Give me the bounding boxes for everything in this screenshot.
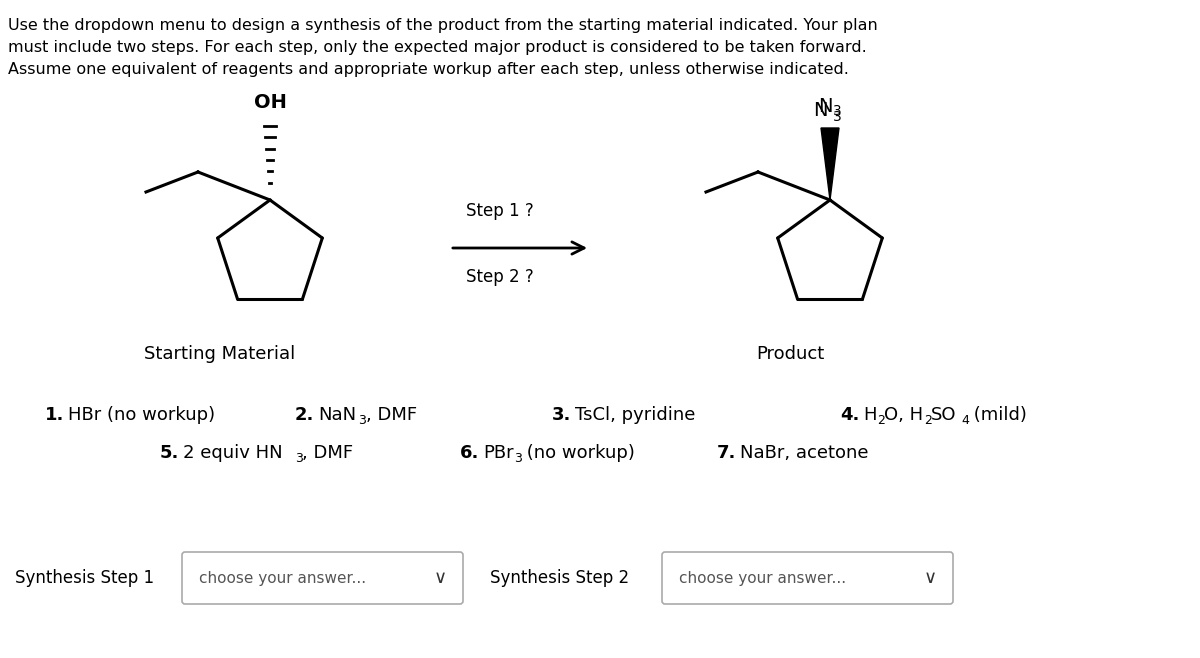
Text: 7.: 7.	[718, 444, 737, 462]
Text: 2.: 2.	[295, 406, 314, 424]
Text: 4: 4	[961, 413, 968, 426]
Text: SO: SO	[931, 406, 956, 424]
Text: Product: Product	[756, 345, 824, 363]
Text: 3: 3	[833, 110, 841, 124]
Text: 2 equiv HN: 2 equiv HN	[182, 444, 283, 462]
Text: 3: 3	[295, 451, 302, 465]
Text: O, H: O, H	[884, 406, 923, 424]
Text: 3: 3	[358, 413, 366, 426]
Text: choose your answer...: choose your answer...	[679, 570, 846, 586]
Text: H: H	[863, 406, 876, 424]
Text: , DMF: , DMF	[302, 444, 353, 462]
Text: (mild): (mild)	[968, 406, 1027, 424]
FancyBboxPatch shape	[182, 552, 463, 604]
Text: 2: 2	[877, 413, 884, 426]
Polygon shape	[821, 128, 839, 200]
Text: 3: 3	[514, 451, 522, 465]
Text: , DMF: , DMF	[366, 406, 418, 424]
Text: must include two steps. For each step, only the expected major product is consid: must include two steps. For each step, o…	[8, 40, 866, 55]
Text: 2: 2	[924, 413, 932, 426]
Text: Step 1 ?: Step 1 ?	[466, 202, 534, 220]
Text: Step 2 ?: Step 2 ?	[466, 268, 534, 286]
Text: Synthesis Step 2: Synthesis Step 2	[490, 569, 629, 587]
Text: ∨: ∨	[924, 569, 936, 587]
Text: choose your answer...: choose your answer...	[199, 570, 366, 586]
Text: 1.: 1.	[46, 406, 65, 424]
Text: 3.: 3.	[552, 406, 571, 424]
Text: NaN: NaN	[318, 406, 356, 424]
Text: 5.: 5.	[160, 444, 179, 462]
Text: (no workup): (no workup)	[521, 444, 635, 462]
Text: OH: OH	[253, 93, 287, 112]
Text: 4.: 4.	[840, 406, 859, 424]
Text: Assume one equivalent of reagents and appropriate workup after each step, unless: Assume one equivalent of reagents and ap…	[8, 62, 848, 77]
Text: Use the dropdown menu to design a synthesis of the product from the starting mat: Use the dropdown menu to design a synthe…	[8, 18, 877, 33]
Text: ∨: ∨	[433, 569, 446, 587]
Text: Synthesis Step 1: Synthesis Step 1	[14, 569, 154, 587]
Text: N$_3$: N$_3$	[818, 97, 842, 118]
FancyBboxPatch shape	[662, 552, 953, 604]
Text: HBr (no workup): HBr (no workup)	[68, 406, 215, 424]
Text: TsCl, pyridine: TsCl, pyridine	[575, 406, 695, 424]
Text: Starting Material: Starting Material	[144, 345, 295, 363]
Text: N: N	[814, 101, 828, 120]
Text: NaBr, acetone: NaBr, acetone	[740, 444, 869, 462]
Text: 6.: 6.	[460, 444, 479, 462]
Text: PBr: PBr	[482, 444, 514, 462]
